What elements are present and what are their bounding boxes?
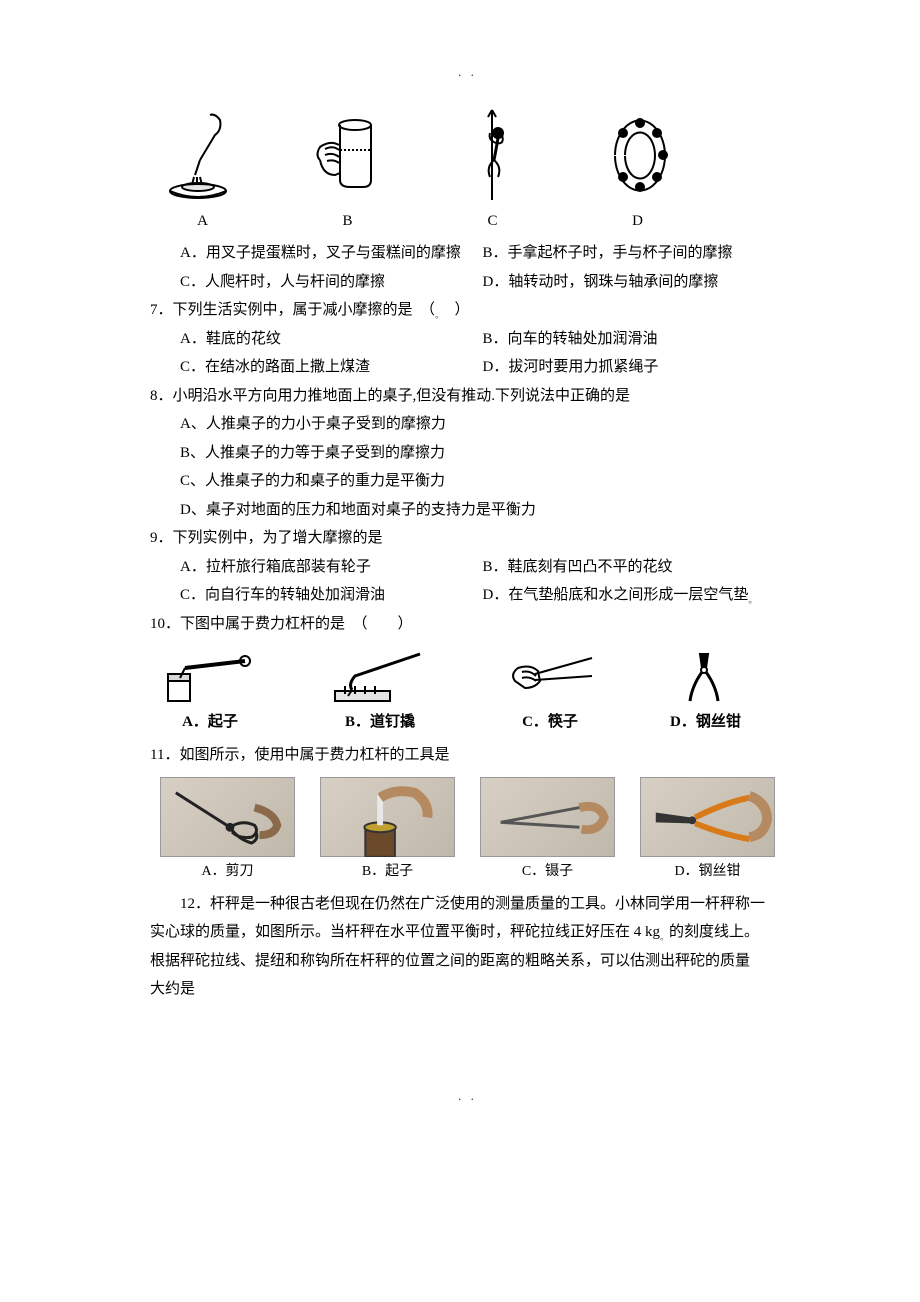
q6-optC: C．人爬杆时，人与杆间的摩擦: [180, 268, 483, 297]
q12-line3: 根据秤砣拉线、提纽和称钩所在杆秤的位置之间的距离的粗略关系，可以估测出秤砣的质量: [150, 947, 785, 976]
q6-label-C: C: [487, 207, 497, 236]
q11-fig-C: C．镊子: [480, 777, 615, 886]
q9-stem: 9．下列实例中，为了增大摩擦的是: [150, 524, 785, 553]
q7-stem-pre: 7．下列生活实例中，属于减小摩擦的是 （: [150, 302, 435, 318]
tiny-mark-icon: 。: [748, 595, 757, 605]
q8-optD: D、桌子对地面的压力和地面对桌子的支持力是平衡力: [150, 496, 785, 525]
q11-label-A: A．剪刀: [201, 859, 253, 886]
q6-options-row1: A．用叉子提蛋糕时，叉子与蛋糕间的摩擦 B．手拿起杯子时，手与杯子间的摩擦: [150, 239, 785, 268]
q11-label-C: C．镊子: [522, 859, 573, 886]
q6-label-D: D: [632, 207, 643, 236]
q11-stem: 11．如图所示，使用中属于费力杠杆的工具是: [150, 741, 785, 770]
q9-optC: C．向自行车的转轴处加润滑油: [180, 581, 483, 610]
q11-img-opener: [320, 777, 455, 857]
q7-stem: 7．下列生活实例中，属于减小摩擦的是 （。 ）: [150, 296, 785, 325]
q11-label-D: D．钢丝钳: [674, 859, 740, 886]
q9-options-row2: C．向自行车的转轴处加润滑油 D．在气垫船底和水之间形成一层空气垫。: [150, 581, 785, 610]
q12-line2: 实心球的质量，如图所示。当杆秤在水平位置平衡时，秤砣拉线正好压在 4 kg。的刻…: [150, 918, 785, 947]
q9-optD-text: D．在气垫船底和水之间形成一层空气垫: [483, 587, 749, 603]
q6-optD: D．轴转动时，钢珠与轴承间的摩擦: [483, 268, 786, 297]
q7-optC: C．在结冰的路面上撒上煤渣: [180, 353, 483, 382]
q12-line2-post: 的刻度线上。: [669, 924, 759, 940]
exam-page: . . A: [0, 0, 920, 1302]
header-dots: . .: [150, 60, 785, 85]
q10-label-C: C．筷子: [522, 708, 578, 737]
q10-label-B: B．道钉撬: [345, 708, 415, 737]
q11-fig-A: A．剪刀: [160, 777, 295, 886]
q6-label-B: B: [342, 207, 352, 236]
q8-optA: A、人推桌子的力小于桌子受到的摩擦力: [150, 410, 785, 439]
q10-img-chopsticks: [500, 646, 600, 706]
q6-fig-A: A: [160, 105, 245, 236]
q7-options-row1: A．鞋底的花纹 B．向车的转轴处加润滑油: [150, 325, 785, 354]
q10-label-D: D．钢丝钳: [670, 708, 741, 737]
q12-line1: 12．杆秤是一种很古老但现在仍然在广泛使用的测量质量的工具。小林同学用一杆秤称一: [150, 890, 785, 919]
q6-optB: B．手拿起杯子时，手与杯子间的摩擦: [483, 239, 786, 268]
q10-figure-row: A．起子 B．道钉撬: [150, 646, 785, 737]
q8-optB: B、人推桌子的力等于桌子受到的摩擦力: [150, 439, 785, 468]
q11-label-B: B．起子: [362, 859, 413, 886]
q7-optD: D．拔河时要用力抓紧绳子: [483, 353, 786, 382]
q12-line4: 大约是: [150, 975, 785, 1004]
q11-figure-row: A．剪刀 B．起子: [150, 777, 785, 886]
q6-fig-C: C: [450, 105, 535, 236]
q6-fig-D: D: [595, 105, 680, 236]
q10-img-opener: [160, 646, 260, 706]
q7-optA: A．鞋底的花纹: [180, 325, 483, 354]
q7-options-row2: C．在结冰的路面上撒上煤渣 D．拔河时要用力抓紧绳子: [150, 353, 785, 382]
q6-img-climb-pole: [450, 105, 535, 205]
q12-line2-pre: 实心球的质量，如图所示。当杆秤在水平位置平衡时，秤砣拉线正好压在 4 kg: [150, 924, 660, 940]
q6-figure-row: A B: [150, 105, 785, 236]
q9-optA: A．拉杆旅行箱底部装有轮子: [180, 553, 483, 582]
q6-img-ball-bearing: [595, 105, 680, 205]
q10-stem: 10．下图中属于费力杠杆的是 （ ）: [150, 610, 785, 639]
q10-fig-A: A．起子: [160, 646, 260, 737]
footer-dots: . .: [150, 1084, 785, 1109]
q6-options-row2: C．人爬杆时，人与杆间的摩擦 D．轴转动时，钢珠与轴承间的摩擦: [150, 268, 785, 297]
q9-options-row1: A．拉杆旅行箱底部装有轮子 B．鞋底刻有凹凸不平的花纹: [150, 553, 785, 582]
q6-fig-B: B: [305, 105, 390, 236]
q7-stem-post: ）: [440, 302, 470, 318]
q10-fig-B: B．道钉撬: [330, 646, 430, 737]
tiny-mark-icon: 。: [660, 932, 669, 942]
q8-optC: C、人推桌子的力和桌子的重力是平衡力: [150, 467, 785, 496]
q6-img-hand-cup: [305, 105, 390, 205]
q10-img-pliers: [670, 646, 740, 706]
q7-optB: B．向车的转轴处加润滑油: [483, 325, 786, 354]
q11-img-scissors: [160, 777, 295, 857]
q11-img-tweezers: [480, 777, 615, 857]
q11-img-pliers2: [640, 777, 775, 857]
q10-fig-D: D．钢丝钳: [670, 646, 741, 737]
q10-fig-C: C．筷子: [500, 646, 600, 737]
q11-fig-D: D．钢丝钳: [640, 777, 775, 886]
q10-img-crowbar: [330, 646, 430, 706]
q11-fig-B: B．起子: [320, 777, 455, 886]
q8-stem: 8．小明沿水平方向用力推地面上的桌子,但没有推动.下列说法中正确的是: [150, 382, 785, 411]
q6-optA: A．用叉子提蛋糕时，叉子与蛋糕间的摩擦: [180, 239, 483, 268]
q9-optD: D．在气垫船底和水之间形成一层空气垫。: [483, 581, 786, 610]
q6-img-fork-cake: [160, 105, 245, 205]
q6-label-A: A: [197, 207, 208, 236]
q10-label-A: A．起子: [182, 708, 238, 737]
q9-optB: B．鞋底刻有凹凸不平的花纹: [483, 553, 786, 582]
